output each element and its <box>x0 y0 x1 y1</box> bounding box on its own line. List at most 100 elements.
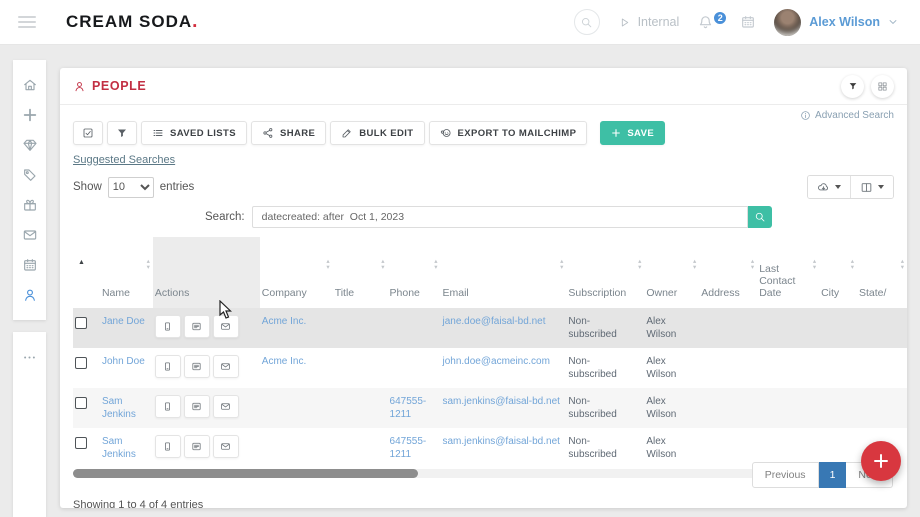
people-table-wrap: ▲ Name ▴ ▾ Actions Company ▴ ▾ Title ▴ ▾ Phone ▴ ▾ Ema… <box>73 237 907 468</box>
call-action-button[interactable] <box>154 435 181 458</box>
sort-icons: ▴ ▾ <box>638 258 642 271</box>
column-header-owner[interactable]: Owner ▴ ▾ <box>646 258 697 299</box>
add-person-fab[interactable] <box>861 441 901 481</box>
phone-link[interactable]: 647555-1211 <box>389 396 427 420</box>
sidebar-item-tags[interactable] <box>13 160 46 190</box>
column-header-company[interactable]: Company ▴ ▾ <box>261 258 330 299</box>
cell-name: Sam Jenkins <box>100 428 153 468</box>
mailchimp-icon <box>440 127 452 139</box>
email-link[interactable]: jane.doe@faisal-bd.net <box>442 316 546 327</box>
share-button[interactable]: SHARE <box>250 121 327 145</box>
sidebar-item-calendar[interactable] <box>13 250 46 280</box>
cell-name: Jane Doe <box>100 308 153 348</box>
name-link[interactable]: John Doe <box>101 356 145 367</box>
saved-lists-button[interactable]: SAVED LISTS <box>141 121 247 145</box>
select-all-button[interactable] <box>73 121 103 145</box>
suggested-searches-link[interactable]: Suggested Searches <box>73 154 176 166</box>
column-header-last_contact_date[interactable]: Last Contact Date ▴ ▾ <box>759 258 817 299</box>
sort-icons: ▴ ▾ <box>326 258 330 271</box>
sidebar-item-home[interactable] <box>13 70 46 100</box>
user-name: Alex Wilson <box>809 15 880 29</box>
page-1-button[interactable]: 1 <box>818 462 847 488</box>
column-header-address[interactable]: Address ▴ ▾ <box>701 258 755 299</box>
column-header-select[interactable]: ▲ <box>73 237 100 308</box>
call-action-button[interactable] <box>154 315 181 338</box>
note-action-button[interactable] <box>183 355 210 378</box>
topbar: CREAM SODA. Internal 2 Alex Wilson <box>0 0 920 45</box>
email-link[interactable]: sam.jenkins@faisal-bd.net <box>442 436 560 447</box>
cell-state <box>857 348 907 388</box>
plus-icon <box>611 128 621 138</box>
list-icon <box>152 127 164 139</box>
column-header-name[interactable]: Name ▴ ▾ <box>101 258 150 299</box>
name-link[interactable]: Sam Jenkins <box>101 396 136 420</box>
global-search-button[interactable] <box>573 9 600 35</box>
bulk-edit-button[interactable]: BULK EDIT <box>330 121 425 145</box>
email-action-button[interactable] <box>212 355 239 378</box>
calendar-button[interactable] <box>740 14 756 30</box>
phone-link[interactable]: 647555-1211 <box>389 436 427 460</box>
row-checkbox[interactable] <box>75 397 87 409</box>
sidebar-item-products[interactable] <box>13 190 46 220</box>
call-action-button[interactable] <box>154 395 181 418</box>
email-action-button[interactable] <box>212 435 239 458</box>
call-action-button[interactable] <box>154 355 181 378</box>
sidebar-item-people[interactable] <box>13 280 46 310</box>
cell-owner: Alex Wilson <box>646 316 677 340</box>
cell-subscription: Non-subscribed <box>568 316 617 340</box>
sidebar-item-more[interactable] <box>13 342 46 372</box>
row-checkbox[interactable] <box>75 357 87 369</box>
plus-icon <box>22 107 38 123</box>
company-link[interactable]: Acme Inc. <box>261 356 307 367</box>
sidebar-item-add[interactable] <box>13 100 46 130</box>
advanced-search-link[interactable]: Advanced Search <box>800 110 894 121</box>
table-controls: Show 10 entries <box>73 175 894 199</box>
export-to-mailchimp-button[interactable]: EXPORT TO MAILCHIMP <box>428 121 588 145</box>
email-link[interactable]: sam.jenkins@faisal-bd.net <box>442 396 560 407</box>
search-input[interactable] <box>251 206 748 228</box>
hamburger-menu-icon[interactable] <box>18 16 36 28</box>
email-action-button[interactable] <box>212 315 239 338</box>
cell-last_contact_date <box>757 348 819 388</box>
sidebar-item-deals[interactable] <box>13 130 46 160</box>
page-size-select[interactable]: 10 <box>107 176 154 198</box>
sort-icons: ▴ ▾ <box>434 258 438 271</box>
email-action-button[interactable] <box>212 395 239 418</box>
panel-header-actions <box>841 74 894 98</box>
company-link[interactable]: Acme Inc. <box>261 316 307 327</box>
column-header-state[interactable]: State/▴ ▾ <box>859 258 904 299</box>
sidebar-item-mail[interactable] <box>13 220 46 250</box>
grid-view-button[interactable] <box>871 74 894 98</box>
name-link[interactable]: Sam Jenkins <box>101 436 136 460</box>
column-header-city[interactable]: City ▴ ▾ <box>821 258 854 299</box>
row-checkbox[interactable] <box>75 317 87 329</box>
row-select-cell <box>73 428 100 468</box>
note-action-button[interactable] <box>183 395 210 418</box>
sort-icons: ▴ ▾ <box>850 258 854 271</box>
share-icon <box>262 127 274 139</box>
previous-page-button[interactable]: Previous <box>751 462 819 488</box>
save-button[interactable]: SAVE <box>600 121 666 145</box>
email-link[interactable]: john.doe@acmeinc.com <box>442 356 550 367</box>
scrollbar-thumb[interactable] <box>73 469 419 478</box>
internal-toggle[interactable]: Internal <box>618 15 679 29</box>
column-header-email[interactable]: Email ▴ ▾ <box>442 258 564 299</box>
note-action-button[interactable] <box>183 435 210 458</box>
row-checkbox[interactable] <box>75 437 87 449</box>
filter-icon <box>848 81 858 91</box>
cell-owner: Alex Wilson <box>646 356 677 380</box>
user-menu[interactable]: Alex Wilson <box>774 8 898 36</box>
columns-dropdown-button[interactable] <box>850 176 893 198</box>
column-header-subscription[interactable]: Subscription ▴ ▾ <box>568 258 642 299</box>
download-dropdown-button[interactable] <box>808 176 850 198</box>
column-header-phone[interactable]: Phone ▴ ▾ <box>389 258 438 299</box>
filter-view-button[interactable] <box>841 74 864 98</box>
cell-last_contact_date <box>757 308 819 348</box>
name-link[interactable]: Jane Doe <box>101 316 145 327</box>
note-action-button[interactable] <box>183 315 210 338</box>
cell-company: Acme Inc. <box>260 308 333 348</box>
search-submit-button[interactable] <box>748 206 772 228</box>
notifications-button[interactable]: 2 <box>697 9 729 31</box>
filter-button[interactable] <box>107 121 137 145</box>
column-header-title[interactable]: Title ▴ ▾ <box>334 258 385 299</box>
